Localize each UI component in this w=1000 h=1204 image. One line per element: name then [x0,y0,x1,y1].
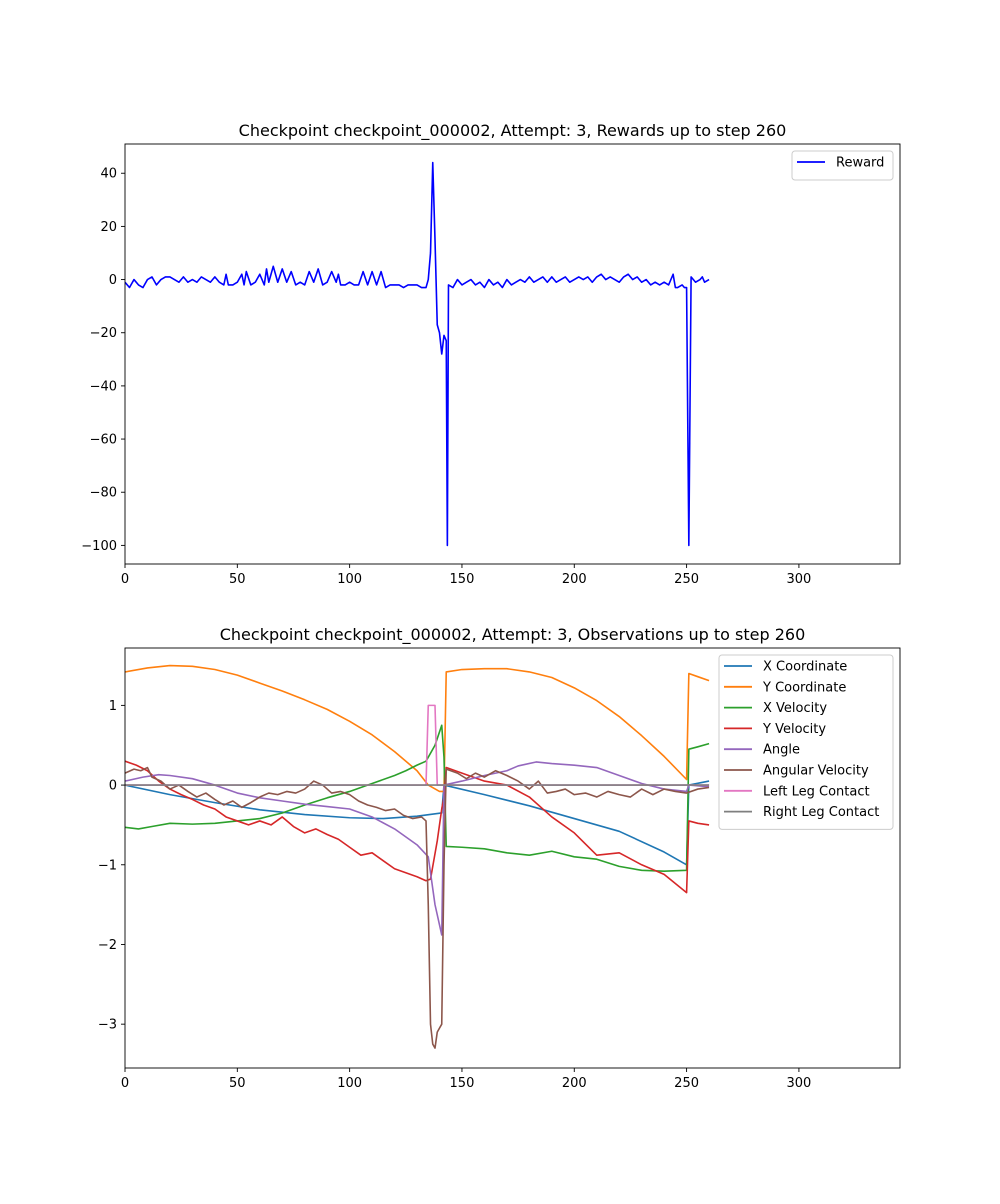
series-line-y-coordinate [125,664,710,793]
observations-axes-frame [124,647,901,1069]
observations-y-tick-label: −2 [98,938,117,953]
observations-x-tick-label: 250 [674,1076,699,1091]
series-line-angle [125,761,710,936]
observations-x-tick-label: 300 [786,1076,811,1091]
observations-chart-title: Checkpoint checkpoint_000002, Attempt: 3… [220,625,806,645]
rewards-plot: Checkpoint checkpoint_000002, Attempt: 3… [81,121,901,587]
rewards-y-tick-label: −60 [90,433,117,448]
observations-y-tick-label: −3 [98,1018,117,1033]
rewards-legend [791,150,894,181]
rewards-y-tick-label: −100 [81,539,117,554]
legend-label-y-coordinate: Y Coordinate [762,680,846,695]
observations-x-tick-label: 0 [121,1076,129,1091]
observations-y-tick-label: 0 [109,779,117,794]
legend-label-x-velocity: X Velocity [763,701,827,716]
series-line-x-velocity [125,724,710,872]
rewards-y-tick-label: 40 [100,167,117,182]
rewards-y-tick-label: −80 [90,486,117,501]
rewards-y-tick-label: −40 [90,379,117,394]
observations-x-tick-label: 150 [450,1076,475,1091]
series-line-reward [125,161,710,547]
observations-y-tick-label: 1 [109,699,117,714]
rewards-x-tick-label: 300 [786,572,811,587]
rewards-y-tick-label: 20 [100,220,117,235]
legend-label-reward: Reward [836,156,884,171]
rewards-axes-frame [124,143,901,565]
observations-y-tick-label: −1 [98,858,117,873]
observations-x-tick-label: 200 [562,1076,587,1091]
rewards-chart-title: Checkpoint checkpoint_000002, Attempt: 3… [239,121,787,141]
observations-plot: Checkpoint checkpoint_000002, Attempt: 3… [98,625,901,1091]
rewards-x-tick-label: 50 [229,572,246,587]
legend-label-left-leg-contact: Left Leg Contact [763,784,870,799]
series-line-y-velocity [125,760,710,894]
rewards-x-tick-label: 0 [121,572,129,587]
legend-label-right-leg-contact: Right Leg Contact [763,805,879,820]
rewards-y-tick-label: −20 [90,326,117,341]
rewards-x-tick-label: 150 [450,572,475,587]
legend-label-angle: Angle [763,743,800,758]
observations-x-tick-label: 100 [337,1076,362,1091]
series-line-angular-velocity [125,766,710,1049]
rewards-x-tick-label: 100 [337,572,362,587]
rewards-x-tick-label: 250 [674,572,699,587]
rewards-x-tick-label: 200 [562,572,587,587]
legend-label-y-velocity: Y Velocity [762,722,826,737]
observations-x-tick-label: 50 [229,1076,246,1091]
observations-legend [718,654,894,830]
legend-label-x-coordinate: X Coordinate [763,660,847,675]
legend-label-angular-velocity: Angular Velocity [763,764,869,779]
rewards-y-tick-label: 0 [109,273,117,288]
